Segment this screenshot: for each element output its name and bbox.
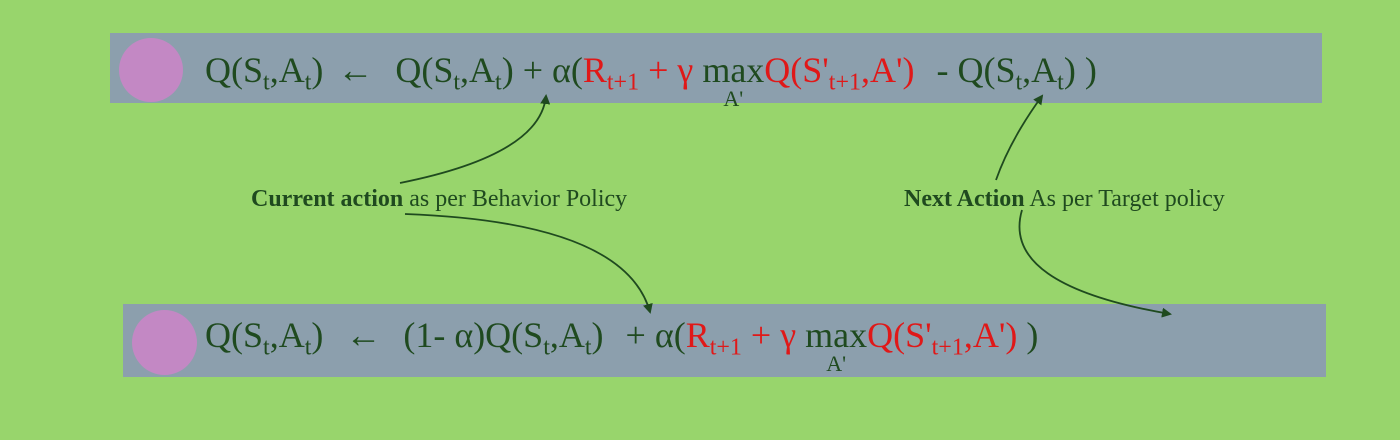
assign-arrow: ← bbox=[345, 315, 382, 355]
plus-gamma: + γ bbox=[648, 50, 694, 90]
next-q-term: Q(S' bbox=[867, 315, 932, 355]
next-q-term: Q(S' bbox=[764, 50, 829, 90]
reward-subscript: t+1 bbox=[709, 334, 742, 361]
lhs-s-subscript: t bbox=[263, 69, 270, 96]
plus-alpha: + α( bbox=[522, 50, 583, 90]
plus-alpha: + α( bbox=[625, 315, 686, 355]
next-q-subscript: t+1 bbox=[931, 334, 964, 361]
plus-gamma: + γ bbox=[750, 315, 797, 355]
assign-arrow: ← bbox=[337, 50, 374, 90]
bottom-bullet-circle bbox=[132, 310, 197, 375]
lhs-q: Q(S bbox=[205, 50, 264, 90]
lhs-a: ,A bbox=[269, 315, 305, 355]
bottom-equation-band bbox=[123, 304, 1326, 377]
current-action-label: Current action bbox=[251, 186, 404, 212]
q-learning-update-equation: Q(St,At) ← Q(St,At) + α(Rt+1 + γ max A' Q(S'… bbox=[205, 50, 1097, 110]
top-bullet-circle bbox=[119, 38, 183, 102]
lhs-a-subscript: t bbox=[304, 334, 312, 361]
max-label: max bbox=[805, 315, 868, 355]
max-label: max bbox=[702, 50, 765, 90]
lhs-a: ,A bbox=[269, 50, 305, 90]
minus-q-close: ) ) bbox=[1063, 50, 1097, 90]
behavior-policy-text: as per Behavior Policy bbox=[403, 186, 628, 212]
rearranged-update-equation: Q(St,At) ← (1- α)Q(St,At) + α(Rt+1 + γ max A… bbox=[205, 315, 1039, 375]
next-action-label: Next Action bbox=[904, 186, 1025, 212]
lhs-close: ) bbox=[311, 50, 324, 90]
minus-q-a: ,A bbox=[1022, 50, 1058, 90]
arrow-to-current-q bbox=[399, 94, 551, 184]
closing-paren: ) bbox=[1026, 315, 1039, 355]
minus-q-term: - Q(S bbox=[936, 50, 1016, 90]
current-q-s-subscript: t bbox=[453, 69, 461, 96]
arrow-to-next-q bbox=[995, 94, 1044, 181]
next-q-action: ,A') bbox=[861, 50, 915, 90]
current-q-a: ,A bbox=[460, 50, 496, 90]
current-q-a: ,A bbox=[549, 315, 585, 355]
max-operator: max A' bbox=[702, 50, 765, 110]
next-q-subscript: t+1 bbox=[828, 69, 861, 96]
lhs-q: Q(S bbox=[205, 315, 264, 355]
lhs-s-subscript: t bbox=[263, 334, 270, 361]
behavior-policy-annotation: Current action as per Behavior Policy bbox=[251, 186, 627, 213]
current-q-a-subscript: t bbox=[584, 334, 592, 361]
target-policy-annotation: Next Action As per Target policy bbox=[904, 186, 1225, 213]
max-operator: max A' bbox=[805, 315, 868, 375]
max-subscript: A' bbox=[826, 351, 847, 376]
current-q-a-subscript: t bbox=[495, 69, 502, 96]
lhs-close: ) bbox=[311, 315, 324, 355]
reward-term: R bbox=[685, 315, 710, 355]
reward-subscript: t+1 bbox=[606, 69, 640, 96]
current-q-close: ) bbox=[501, 50, 514, 90]
minus-q-s-subscript: t bbox=[1015, 69, 1023, 96]
current-q-s-subscript: t bbox=[543, 334, 550, 361]
reward-term: R bbox=[582, 50, 607, 90]
current-q-close: ) bbox=[591, 315, 604, 355]
minus-q-a-subscript: t bbox=[1057, 69, 1064, 96]
target-policy-text: As per Target policy bbox=[1024, 186, 1225, 212]
top-equation-band bbox=[110, 33, 1322, 103]
max-subscript: A' bbox=[723, 86, 744, 111]
arrow-to-bottom-current-q bbox=[404, 213, 653, 314]
arrow-to-bottom-next-q bbox=[1018, 209, 1172, 318]
one-minus-alpha-term: (1- α)Q(S bbox=[403, 315, 544, 355]
lhs-a-subscript: t bbox=[304, 69, 312, 96]
current-q-term: Q(S bbox=[395, 50, 454, 90]
next-q-action: ,A') bbox=[963, 315, 1018, 355]
